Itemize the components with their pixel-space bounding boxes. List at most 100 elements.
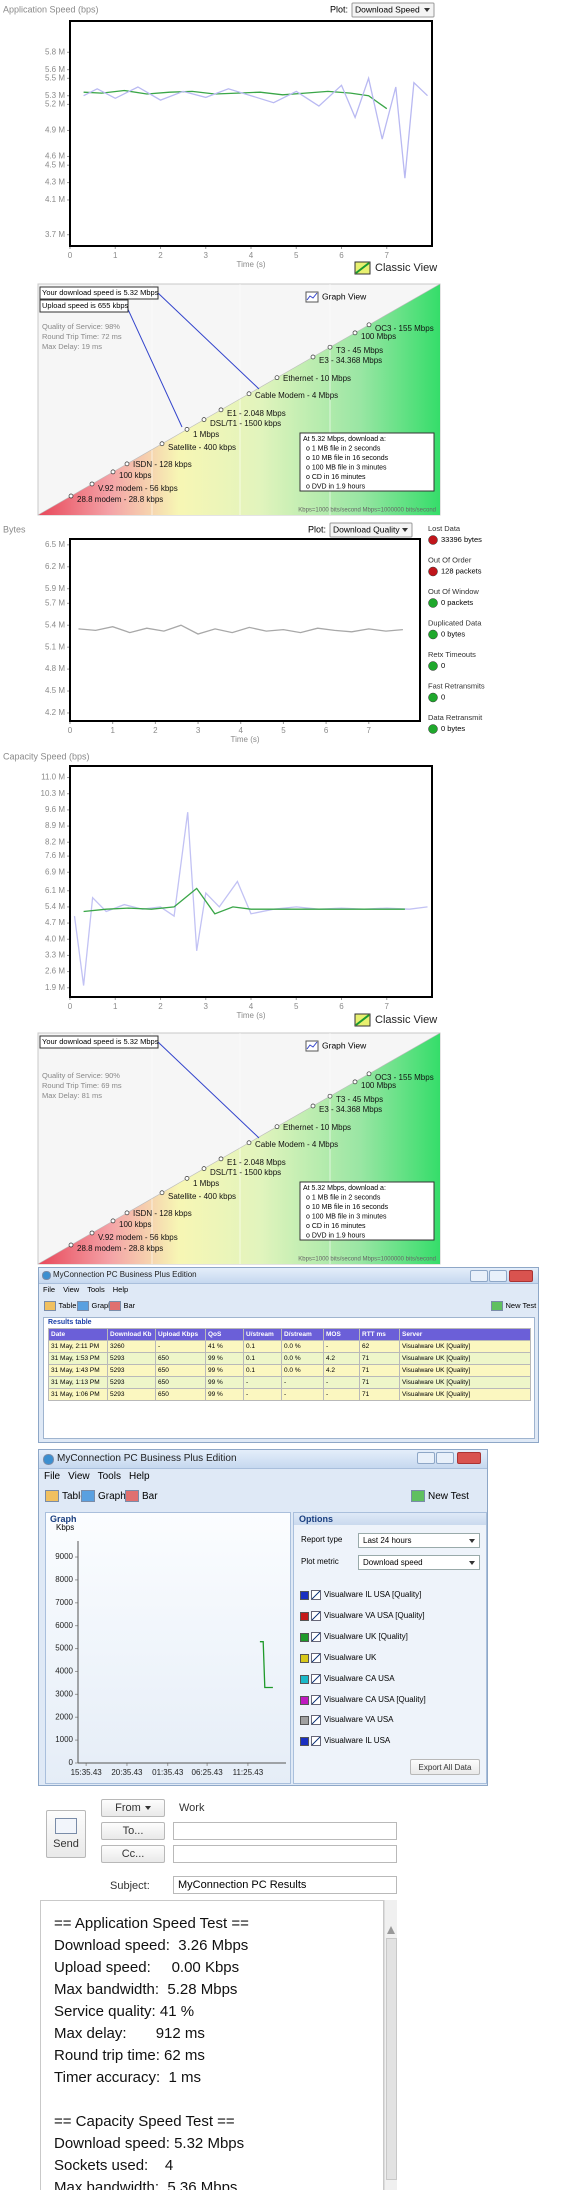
plot-select[interactable] xyxy=(351,2,435,18)
tier-marker xyxy=(310,1103,316,1109)
result-row[interactable]: 31 May, 2:11 PM 3260-41 % 0.1 0.0 % -62 Visua… xyxy=(48,1340,531,1353)
report-type-select[interactable]: Last 24 hours xyxy=(358,1533,480,1548)
data-line xyxy=(83,75,428,179)
y-tick-label: 4.0 M xyxy=(45,934,65,943)
classic-view-button[interactable]: Classic View xyxy=(375,262,437,274)
units-footer: Kbps=1000 bits/second Mbps=1000000 bits/… xyxy=(298,1257,436,1263)
result-row[interactable]: 31 May, 1:06 PM 5293 650 99 % - - -71 Visualwar… xyxy=(48,1388,531,1401)
column-header: Server xyxy=(399,1328,531,1341)
toolbar-button[interactable]: New Test xyxy=(411,1490,469,1502)
maximize-button[interactable] xyxy=(436,1452,454,1464)
minimize-button[interactable] xyxy=(470,1270,488,1282)
menu-item[interactable]: Help xyxy=(128,1471,150,1482)
classic-view-button[interactable]: Classic View xyxy=(375,1014,437,1026)
result-row[interactable]: 31 May, 1:53 PM 5293 650 99 % 0.1 0.0 % 4.2 71 V… xyxy=(48,1352,531,1365)
toolbar-button[interactable]: Bar xyxy=(109,1301,135,1311)
server-checkbox[interactable] xyxy=(311,1694,321,1705)
tier-label: E1 - 2.048 Mbps xyxy=(227,1158,286,1167)
toolbar-button[interactable]: Graph xyxy=(77,1301,112,1311)
scroll-up[interactable] xyxy=(387,1926,395,1934)
maximize-button[interactable] xyxy=(489,1270,507,1282)
cell: 99 % xyxy=(205,1352,244,1365)
server-checkbox[interactable] xyxy=(311,1652,321,1663)
body-line: Download speed: 5.32 Mbps xyxy=(54,2135,245,2152)
tier-marker xyxy=(110,1218,116,1224)
minimize-button[interactable] xyxy=(417,1452,435,1464)
report-canvas: Application Speed (bps) Plot: Download Spe… xyxy=(3,2,485,1265)
x-tick-label: 15:35.43 xyxy=(71,1768,103,1777)
server-checkbox[interactable] xyxy=(311,1610,321,1621)
menu-item[interactable]: Tools xyxy=(87,1285,105,1294)
send-icon xyxy=(55,1818,77,1834)
cell: 4.2 xyxy=(323,1364,360,1377)
toolbar-button[interactable]: New Test xyxy=(491,1301,536,1311)
chart-title: Application Speed (bps) xyxy=(3,4,99,14)
y-tick-label: 4.3 M xyxy=(45,178,65,187)
to-input[interactable] xyxy=(173,1822,397,1840)
x-tick-label: 4 xyxy=(239,726,244,735)
toolbar-button[interactable]: Bar xyxy=(125,1490,158,1502)
server-checkbox[interactable] xyxy=(311,1590,321,1600)
close-button[interactable] xyxy=(509,1270,533,1282)
to-button[interactable]: To... xyxy=(101,1822,165,1840)
result-row[interactable]: 31 May, 1:13 PM 5293 650 99 % - - -71 Visualwar… xyxy=(48,1376,531,1389)
server-checkbox[interactable] xyxy=(311,1715,321,1726)
toolbar-label: Table xyxy=(62,1490,86,1502)
scroll-thumb[interactable] xyxy=(386,1938,397,2180)
scrollbar[interactable] xyxy=(384,1900,397,2190)
message-body[interactable]: == Application Speed Test == Download spe… xyxy=(40,1900,384,2190)
x-tick-label: 20:35.43 xyxy=(111,1768,143,1777)
column-header: RTT ms xyxy=(359,1328,400,1341)
toolbar-icon xyxy=(491,1301,503,1311)
plot-label: Plot: xyxy=(308,524,326,534)
cc-input[interactable] xyxy=(173,1845,397,1863)
export-button[interactable]: Export All Data xyxy=(410,1759,480,1775)
plot-metric-select[interactable]: Download speed xyxy=(358,1555,480,1570)
toolbar-button[interactable]: Table xyxy=(44,1301,76,1311)
export-label: Export All Data xyxy=(418,1762,472,1772)
plot-frame xyxy=(69,765,433,998)
pointer-line xyxy=(125,304,183,428)
view-icon-mark xyxy=(355,1014,370,1026)
plot-metric-value: Download speed xyxy=(363,1558,423,1567)
menu-item[interactable]: Help xyxy=(112,1285,129,1294)
server-checkbox[interactable] xyxy=(311,1736,321,1747)
menu-item[interactable]: View xyxy=(63,1285,80,1294)
toolbar-button[interactable]: Graph xyxy=(81,1490,126,1502)
server-name: Visualware IL USA [Quality] xyxy=(324,1590,422,1599)
y-tick-label: 5.8 M xyxy=(45,47,65,56)
server-checkbox[interactable] xyxy=(311,1673,321,1684)
menu-item[interactable]: View xyxy=(68,1471,90,1482)
diagonal xyxy=(37,1032,441,1265)
x-tick-label: 5 xyxy=(281,726,286,735)
cell: 4.2 xyxy=(323,1352,360,1365)
menu-item[interactable]: Tools xyxy=(97,1471,121,1482)
plot-select[interactable] xyxy=(329,522,413,538)
subject-input[interactable]: MyConnection PC Results xyxy=(173,1876,397,1894)
server-color xyxy=(300,1695,309,1705)
cell: Visualware UK [Quality] xyxy=(399,1364,531,1377)
menu-item[interactable]: File xyxy=(44,1471,61,1482)
pointer-line xyxy=(157,1041,260,1139)
toolbar-icon xyxy=(81,1490,95,1502)
y-tick-label: 5.7 M xyxy=(45,598,65,607)
graph-view-button[interactable]: Graph View xyxy=(322,291,367,301)
cc-button[interactable]: Cc... xyxy=(101,1845,165,1863)
stat-value: 33396 bytes xyxy=(441,535,482,544)
toolbar-icon xyxy=(109,1301,121,1311)
tier-label: T3 - 45 Mbps xyxy=(336,1095,383,1104)
y-tick-label: 7.6 M xyxy=(45,851,65,860)
close-button[interactable] xyxy=(457,1452,481,1464)
from-button[interactable]: From xyxy=(101,1799,165,1817)
cell: 650 xyxy=(155,1364,206,1377)
graph-view-button[interactable]: Graph View xyxy=(322,1040,367,1050)
server-checkbox[interactable] xyxy=(311,1631,321,1642)
send-button[interactable]: Send xyxy=(46,1810,86,1858)
toolbar-button[interactable]: Table xyxy=(45,1490,86,1502)
menu-item[interactable]: File xyxy=(43,1285,56,1294)
x-tick-label: 5 xyxy=(294,251,299,260)
result-row[interactable]: 31 May, 1:43 PM 5293 650 99 % 0.1 0.0 % 4.2 71 V… xyxy=(48,1364,531,1377)
tier-marker xyxy=(159,441,165,447)
x-tick-label: 1 xyxy=(113,1002,118,1011)
body-line: Max bandwidth: 5.28 Mbps xyxy=(54,1981,238,1998)
